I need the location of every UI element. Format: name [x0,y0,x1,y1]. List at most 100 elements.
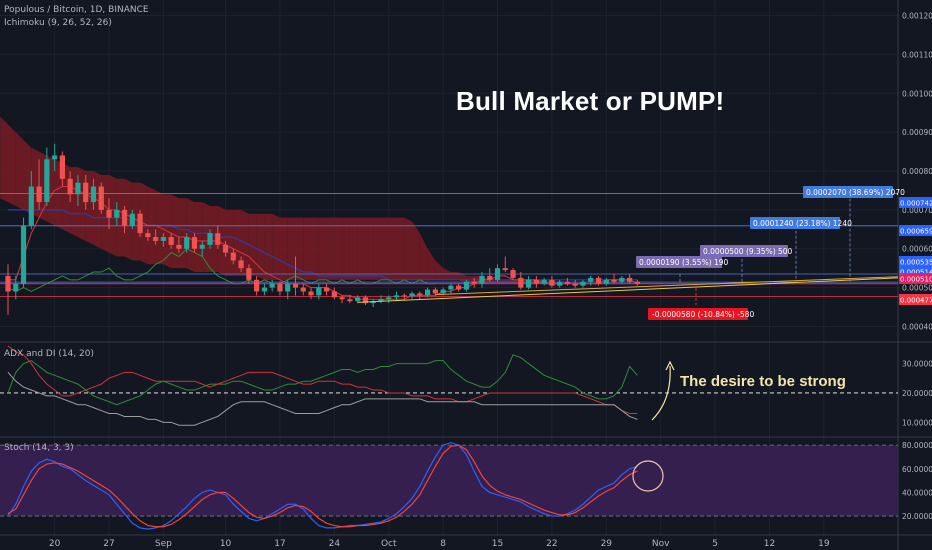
ichimoku-cloud-segment [256,213,265,280]
x-tick-label: 17 [274,539,285,549]
candle-body [129,213,135,226]
adx-series-line [7,345,638,414]
candle-body [417,293,423,296]
ichimoku-cloud-segment [365,217,374,280]
ichimoku-cloud-segment [217,205,226,276]
x-tick-label: 12 [764,539,775,549]
candle-body [215,233,221,245]
tenkan-line [8,185,638,300]
candle-body [254,279,260,292]
y-tick-label: 0.0004000 [902,322,932,331]
price-axis-label [899,225,932,236]
adx-note-annotation: The desire to be strong [680,373,846,390]
ichimoku-cloud-segment [287,217,296,280]
ichimoku-cloud-segment [202,202,211,273]
candle-body [98,186,104,210]
candle-body [83,182,89,203]
candle-body [261,287,268,292]
stop-label-box [648,308,748,320]
ichimoku-cloud-segment [264,213,273,280]
ichimoku-cloud-segment [380,217,389,280]
candle-body [106,209,112,218]
ichimoku-cloud-segment [272,213,280,280]
target-label-text: 0.0000500 (9.35%) 500 [703,247,793,256]
candle-body [440,289,446,294]
y-tick-label: 0.0009000 [902,128,932,137]
candle-body [176,244,182,249]
price-axis-label [899,273,932,284]
stoch-series-line [7,444,638,528]
candle-body [137,213,143,234]
ichimoku-cloud-segment [15,132,24,210]
y-tick-label: 0.0005000 [902,284,932,293]
ichimoku-cloud-segment [458,272,467,284]
x-tick-label: 29 [601,539,613,549]
stoch-tick-label: 60.0000 [902,465,932,474]
arrow-head-icon [665,360,675,371]
trendline [435,276,899,296]
ichimoku-cloud-segment [210,205,218,273]
candle-body [191,237,198,249]
target-label-box [636,256,722,268]
ichimoku-cloud-segment [334,217,343,280]
candle-body [525,279,532,288]
candle-body [184,237,190,249]
candle-body [269,283,275,288]
x-tick-label: Nov [652,539,670,549]
ichimoku-cloud-segment [248,213,257,276]
ichimoku-cloud-segment [396,217,405,280]
candle-body [424,289,431,296]
ichimoku-cloud-segment [311,217,319,280]
ichimoku-cloud-segment [373,217,381,280]
stoch-series-line [7,442,638,530]
candle-body [432,289,438,294]
candle-body [207,233,213,245]
ichimoku-cloud-segment [186,198,195,273]
price-axis-label [899,266,932,277]
x-tick-label: 5 [712,539,718,549]
candle-body [331,291,337,298]
candle-body [448,285,454,290]
stoch-band [0,445,898,517]
ichimoku-cloud-segment [303,217,312,280]
candle-body [67,178,73,195]
stoch-tick-label: 40.0000 [902,488,932,497]
candle-body [549,279,555,286]
candle-body [145,233,151,238]
candle-body [588,277,594,282]
x-tick-label: Sep [155,539,172,549]
candle-body [518,277,524,288]
candle-body [222,244,229,253]
candle-body [533,279,539,284]
symbol-legend: Populous / Bitcoin, 1D, BINANCE [4,5,149,15]
ichimoku-cloud-segment [295,217,304,280]
ichimoku-cloud-segment [427,248,436,280]
x-tick-label: 10 [220,539,232,549]
arrow-icon [651,365,671,421]
candle-body [502,268,508,271]
adx-tick-label: 20.0000 [902,389,932,398]
candle-body [292,283,299,288]
ichimoku-cloud-segment [342,217,350,280]
ichimoku-cloud-segment [326,217,335,280]
candle-body [401,295,407,297]
ichimoku-cloud-segment [450,272,459,280]
target-label-text: 0.0001240 (23.18%) 1240 [753,219,852,228]
candle-body [323,287,330,292]
ichimoku-cloud-segment [419,233,428,280]
adx-series-line [7,372,638,426]
ichimoku-legend: Ichimoku (9, 26, 52, 26) [4,18,112,28]
candle-body [36,186,42,203]
ichimoku-cloud-segment [279,217,288,280]
x-tick-label: 19 [818,539,830,549]
candle-body [44,159,50,203]
target-label-box [750,217,840,229]
candle-body [487,275,493,280]
candle-body [393,295,400,298]
stop-label-text: -0.0000580 (-10.84%) -580 [652,310,754,319]
candle-body [13,283,19,292]
candle-body [347,299,353,302]
